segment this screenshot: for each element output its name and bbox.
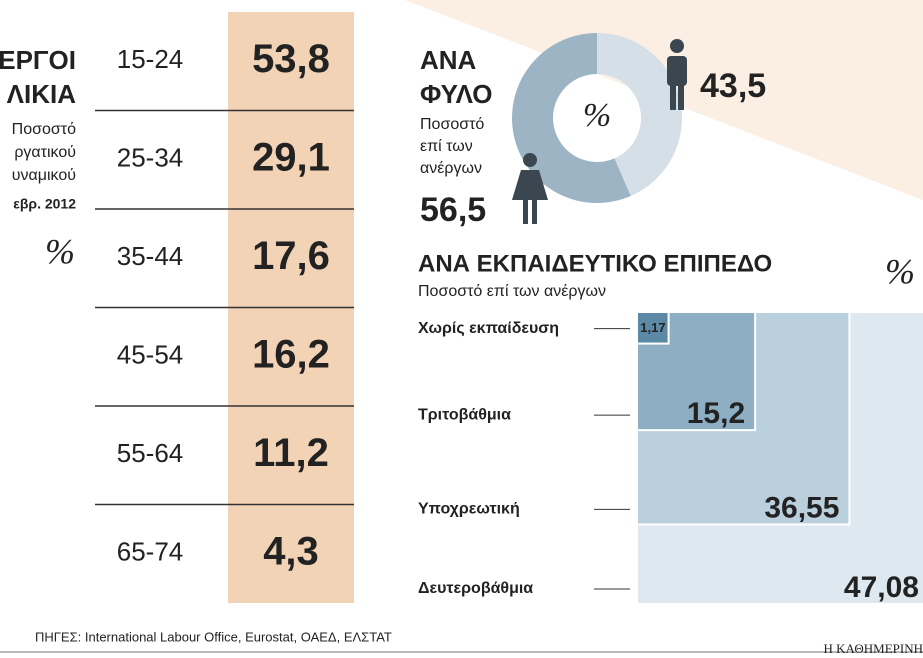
value-label: 56,5 (420, 191, 486, 229)
donut-center: % (583, 97, 611, 134)
value-label: 4,3 (263, 529, 319, 573)
squares-title: ΑΝΑ ΕΚΠΑΙΔΕΥΤΙΚΟ ΕΠΙΠΕΔΟ (418, 250, 772, 277)
value-label: 53,8 (252, 37, 330, 81)
donut-segment (597, 33, 682, 197)
donut-title: ΑΝΑ (420, 45, 477, 75)
value-label: 15,2 (687, 397, 745, 430)
title-line: ΛΙΚΙΑ (7, 79, 77, 109)
age-label: 35-44 (117, 241, 184, 271)
donut-title: ΦΥΛΟ (420, 79, 492, 109)
donut-subtitle: επί των (420, 138, 473, 155)
subtitle-line: εβρ. 2012 (13, 196, 76, 212)
female-icon (512, 153, 548, 224)
value-label: 29,1 (252, 135, 330, 179)
donut-segment (512, 33, 631, 203)
donut-subtitle: Ποσοστό (420, 116, 484, 133)
value-label: 1,17 (640, 320, 665, 335)
value-label: 17,6 (252, 234, 330, 278)
category-label: Χωρίς εκπαίδευση (418, 320, 559, 337)
age-label: 65-74 (117, 537, 184, 567)
age-label: 15-24 (117, 44, 184, 74)
value-label: 43,5 (700, 67, 766, 105)
male-icon (667, 39, 687, 110)
category-label: Υποχρεωτική (418, 501, 520, 518)
category-label: Τριτοβάθμια (418, 406, 511, 423)
value-label: 16,2 (252, 332, 330, 376)
brand: Η ΚΑΘΗΜΕΡΙΝΗ (824, 641, 923, 656)
unit: % (45, 231, 75, 271)
subtitle-line: Ποσοστό (12, 121, 76, 138)
age-label: 25-34 (117, 143, 184, 173)
age-label: 45-54 (117, 340, 184, 370)
value-label: 11,2 (253, 431, 329, 475)
square (636, 311, 670, 345)
squares-subtitle: Ποσοστό επί των ανέργων (418, 283, 606, 300)
title-line: ΕΡΓΟΙ (0, 45, 76, 75)
value-label: 36,55 (764, 491, 839, 524)
category-label: Δευτεροβάθμια (418, 580, 533, 597)
value-label: 47,08 (844, 571, 919, 604)
subtitle-line: ργατικού (14, 144, 76, 161)
donut-subtitle: ανέργων (420, 160, 482, 177)
age-label: 55-64 (117, 438, 184, 468)
unit: % (885, 251, 915, 291)
subtitle-line: υναμικού (12, 167, 76, 184)
source: ΠΗΓΕΣ: International Labour Office, Euro… (35, 629, 392, 644)
